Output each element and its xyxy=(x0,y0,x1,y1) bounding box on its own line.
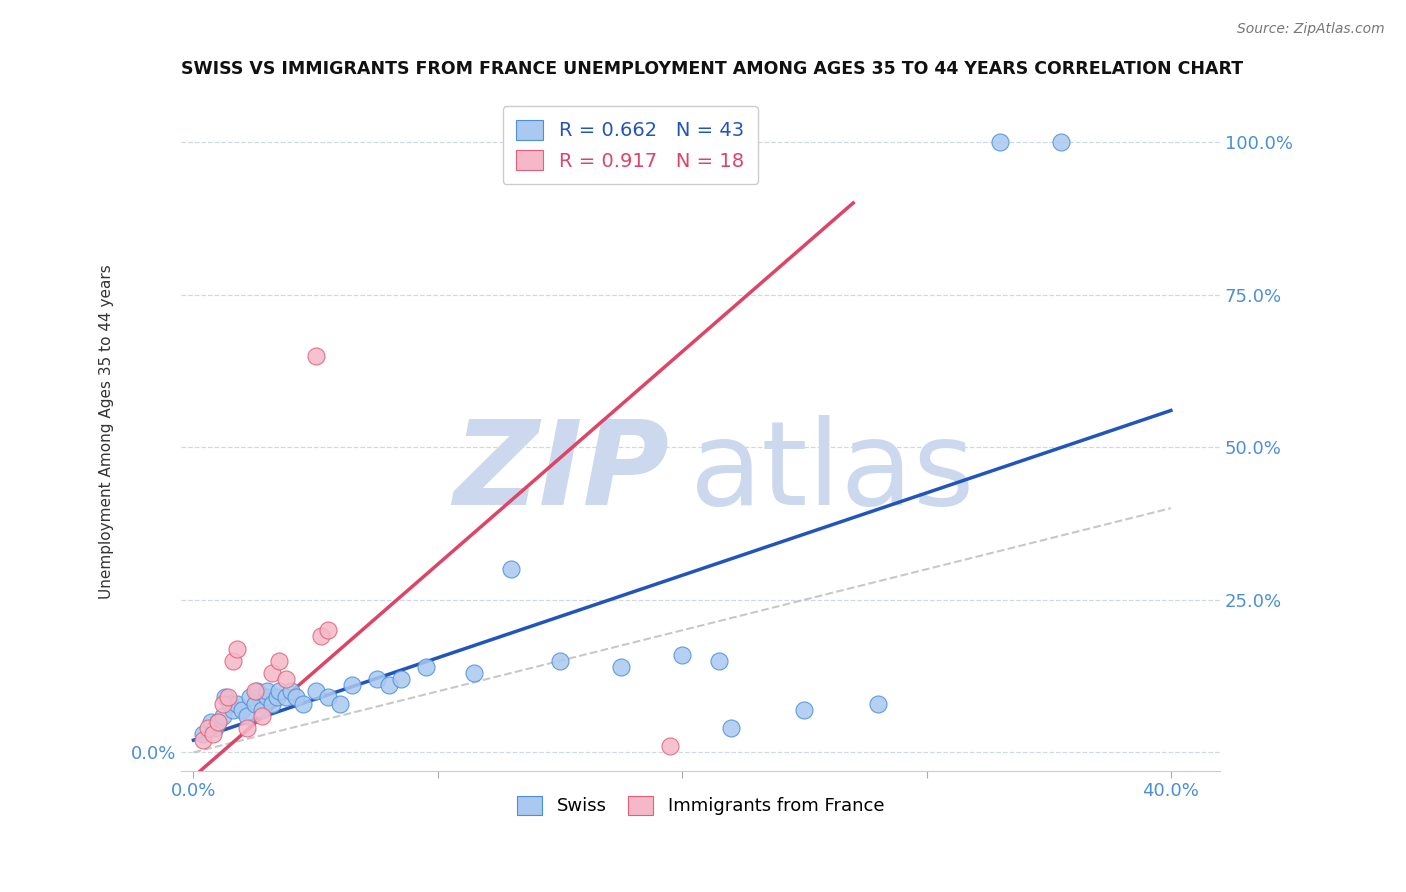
Point xyxy=(316,624,339,638)
Point xyxy=(671,648,693,662)
Point xyxy=(193,733,215,747)
Point xyxy=(226,641,249,656)
Point xyxy=(793,703,815,717)
Point xyxy=(202,727,225,741)
Point xyxy=(197,721,219,735)
Point xyxy=(329,697,352,711)
Point xyxy=(501,562,523,576)
Point xyxy=(256,690,278,705)
Point xyxy=(260,665,283,680)
Text: Source: ZipAtlas.com: Source: ZipAtlas.com xyxy=(1237,22,1385,37)
Point xyxy=(305,684,328,698)
Point xyxy=(389,672,412,686)
Point xyxy=(707,654,730,668)
Point xyxy=(267,654,290,668)
Point xyxy=(988,135,1011,149)
Point xyxy=(280,684,302,698)
Point xyxy=(239,690,262,705)
Point xyxy=(193,727,215,741)
Point xyxy=(309,629,332,643)
Text: SWISS VS IMMIGRANTS FROM FRANCE UNEMPLOYMENT AMONG AGES 35 TO 44 YEARS CORRELATI: SWISS VS IMMIGRANTS FROM FRANCE UNEMPLOY… xyxy=(181,60,1243,78)
Point xyxy=(214,690,236,705)
Point xyxy=(720,721,742,735)
Point xyxy=(211,708,233,723)
Point xyxy=(658,739,681,754)
Point xyxy=(378,678,401,692)
Point xyxy=(305,349,328,363)
Point xyxy=(342,678,364,692)
Text: ZIP: ZIP xyxy=(453,415,669,530)
Point xyxy=(276,672,298,686)
Point xyxy=(610,660,633,674)
Point xyxy=(207,714,229,729)
Point xyxy=(204,721,226,735)
Point xyxy=(463,665,485,680)
Y-axis label: Unemployment Among Ages 35 to 44 years: Unemployment Among Ages 35 to 44 years xyxy=(100,265,114,599)
Point xyxy=(250,708,273,723)
Legend: Swiss, Immigrants from France: Swiss, Immigrants from France xyxy=(509,789,891,822)
Point xyxy=(256,684,278,698)
Point xyxy=(1050,135,1073,149)
Point xyxy=(226,697,249,711)
Point xyxy=(260,697,283,711)
Point xyxy=(217,690,239,705)
Point xyxy=(316,690,339,705)
Point xyxy=(236,721,259,735)
Text: atlas: atlas xyxy=(690,415,976,530)
Point xyxy=(548,654,571,668)
Point xyxy=(250,703,273,717)
Point xyxy=(276,690,298,705)
Point xyxy=(246,684,269,698)
Point xyxy=(285,690,308,705)
Point xyxy=(221,654,243,668)
Point xyxy=(366,672,388,686)
Point xyxy=(866,697,889,711)
Point xyxy=(219,697,242,711)
Point xyxy=(211,697,233,711)
Point xyxy=(231,703,253,717)
Point xyxy=(267,684,290,698)
Point xyxy=(266,690,288,705)
Point xyxy=(292,697,315,711)
Point xyxy=(221,703,243,717)
Point xyxy=(236,708,259,723)
Point xyxy=(207,714,229,729)
Point xyxy=(415,660,437,674)
Point xyxy=(200,714,222,729)
Point xyxy=(243,684,266,698)
Point xyxy=(243,697,266,711)
